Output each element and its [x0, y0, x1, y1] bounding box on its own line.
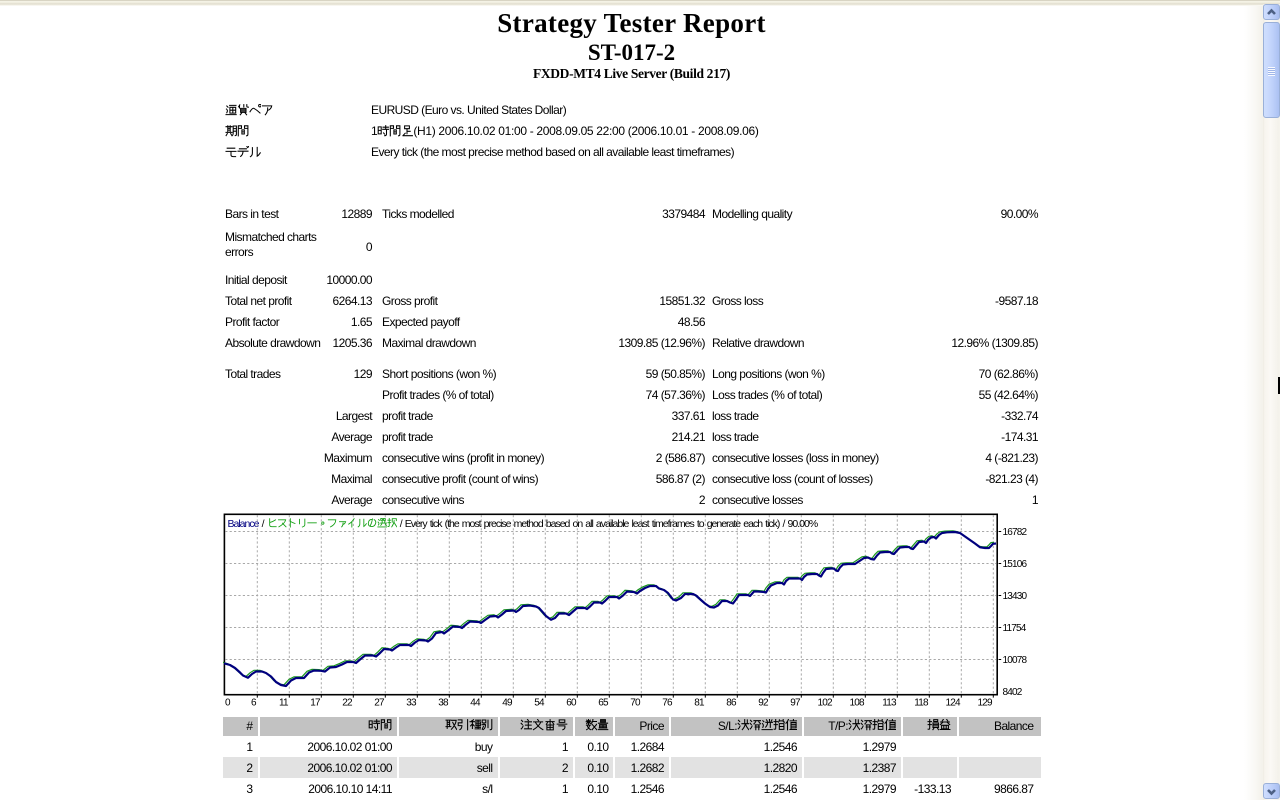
svg-text:16782: 16782 [1003, 527, 1028, 538]
svg-text:27: 27 [374, 698, 385, 709]
svg-text:129: 129 [978, 698, 994, 709]
svg-text:102: 102 [818, 698, 834, 709]
svg-text:6: 6 [251, 698, 257, 709]
svg-text:124: 124 [946, 698, 962, 709]
svg-text:118: 118 [914, 698, 929, 709]
svg-text:10078: 10078 [1003, 655, 1028, 666]
svg-text:113: 113 [882, 698, 897, 709]
svg-text:17: 17 [310, 698, 321, 709]
svg-text:70: 70 [630, 698, 641, 709]
svg-text:33: 33 [406, 698, 417, 709]
svg-text:97: 97 [790, 698, 801, 709]
svg-text:44: 44 [470, 698, 481, 709]
svg-text:76: 76 [662, 698, 673, 709]
svg-text:11: 11 [279, 698, 289, 709]
svg-text:86: 86 [726, 698, 737, 709]
svg-text:22: 22 [342, 698, 353, 709]
svg-text:60: 60 [566, 698, 577, 709]
svg-text:8402: 8402 [1003, 687, 1023, 698]
svg-text:13430: 13430 [1003, 591, 1028, 602]
svg-text:92: 92 [758, 698, 769, 709]
svg-text:49: 49 [502, 698, 513, 709]
svg-text:65: 65 [598, 698, 609, 709]
svg-text:38: 38 [438, 698, 449, 709]
svg-text:108: 108 [850, 698, 866, 709]
svg-text:11754: 11754 [1003, 623, 1027, 634]
svg-text:81: 81 [694, 698, 705, 709]
svg-text:0: 0 [225, 698, 231, 709]
svg-text:15106: 15106 [1003, 559, 1028, 570]
svg-text:54: 54 [534, 698, 545, 709]
